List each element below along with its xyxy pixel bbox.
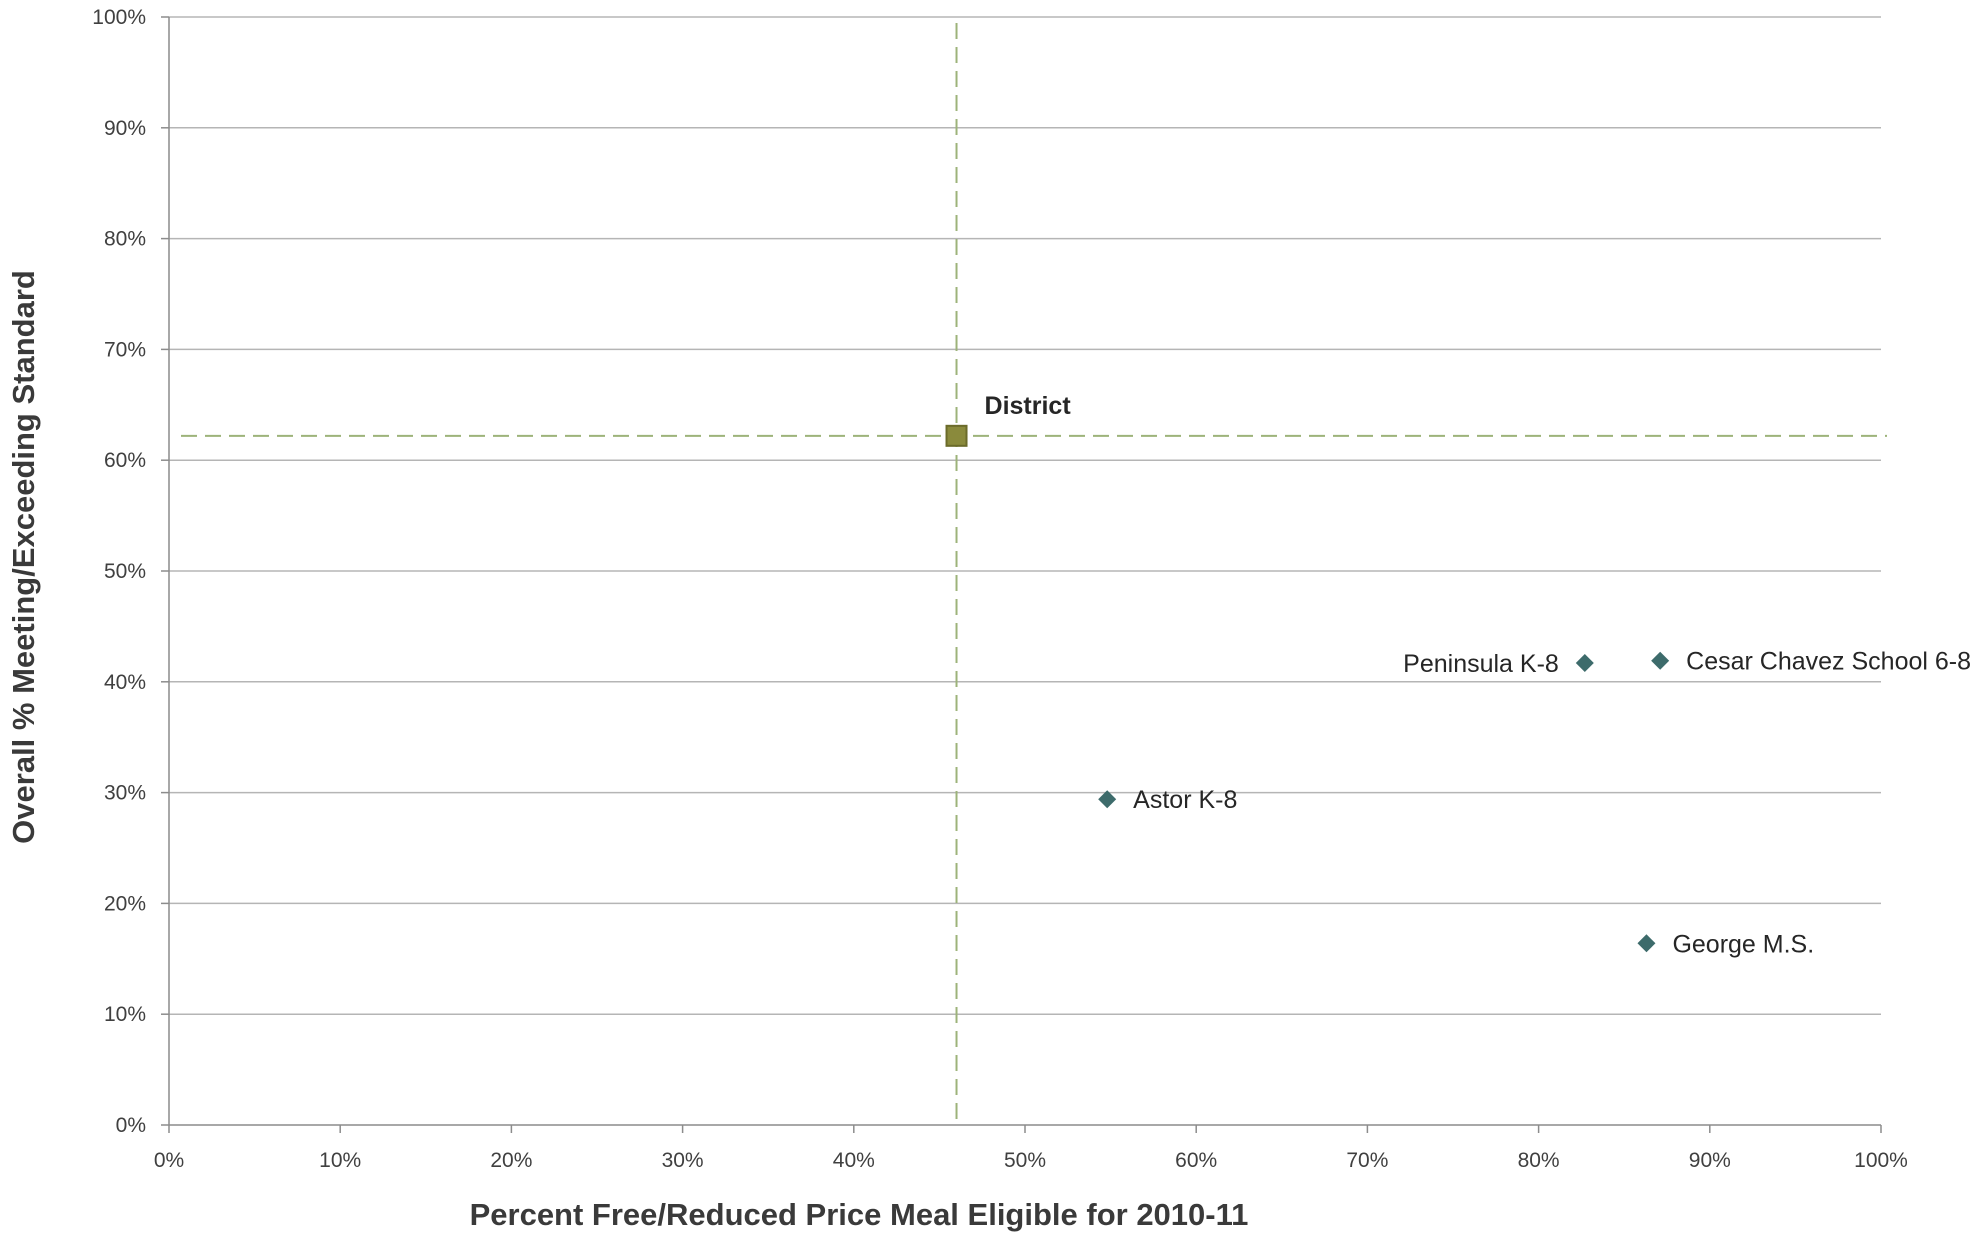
y-tick-label: 30% <box>104 782 146 805</box>
point-label-district: District <box>985 392 1072 420</box>
x-tick-label: 0% <box>154 1149 184 1172</box>
y-tick-label: 50% <box>104 560 146 583</box>
x-tick-label: 10% <box>319 1149 361 1172</box>
district-marker <box>945 424 968 447</box>
point-label-cesar-chavez-school-6-8: Cesar Chavez School 6-8 <box>1686 648 1971 676</box>
data-points: District Astor K-8 Peninsula K-8 Cesar Chav… <box>945 392 1971 958</box>
point-label-george-m-s: George M.S. <box>1672 930 1814 958</box>
x-tick-label: 20% <box>490 1149 532 1172</box>
y-tick-label: 100% <box>92 6 146 29</box>
x-tick-label: 70% <box>1346 1149 1388 1172</box>
axes <box>161 16 1882 1133</box>
y-tick-label: 40% <box>104 671 146 694</box>
x-tick-label: 60% <box>1175 1149 1217 1172</box>
tick-labels: 0% 10% 20% 30% 40% 50% 60% 70% 80% 90% 100% 0% 10% 20… <box>92 6 1908 1172</box>
y-tick-label: 0% <box>116 1114 146 1137</box>
x-axis-title: Percent Free/Reduced Price Meal Eligible… <box>470 1197 1249 1232</box>
x-tick-label: 30% <box>662 1149 704 1172</box>
x-tick-label: 100% <box>1854 1149 1908 1172</box>
y-axis-title: Overall % Meeting/Exceeding Standard <box>6 270 41 844</box>
x-tick-label: 50% <box>1004 1149 1046 1172</box>
y-tick-label: 10% <box>104 1003 146 1026</box>
y-tick-label: 20% <box>104 892 146 915</box>
x-tick-label: 80% <box>1518 1149 1560 1172</box>
reference-lines <box>181 23 1887 1125</box>
gridlines <box>169 16 1881 1015</box>
y-tick-label: 60% <box>104 449 146 472</box>
point-label-peninsula-k-8: Peninsula K-8 <box>1403 650 1559 678</box>
point-label-astor-k-8: Astor K-8 <box>1133 786 1237 814</box>
point-marker-cesar-chavez-school-6-8 <box>1651 651 1670 670</box>
y-tick-label: 70% <box>104 338 146 361</box>
point-marker-astor-k-8 <box>1098 790 1117 809</box>
point-marker-peninsula-k-8 <box>1575 653 1594 672</box>
x-tick-label: 40% <box>833 1149 875 1172</box>
x-tick-label: 90% <box>1689 1149 1731 1172</box>
y-tick-label: 90% <box>104 117 146 140</box>
y-tick-label: 80% <box>104 228 146 251</box>
point-marker-george-m-s <box>1637 934 1656 953</box>
